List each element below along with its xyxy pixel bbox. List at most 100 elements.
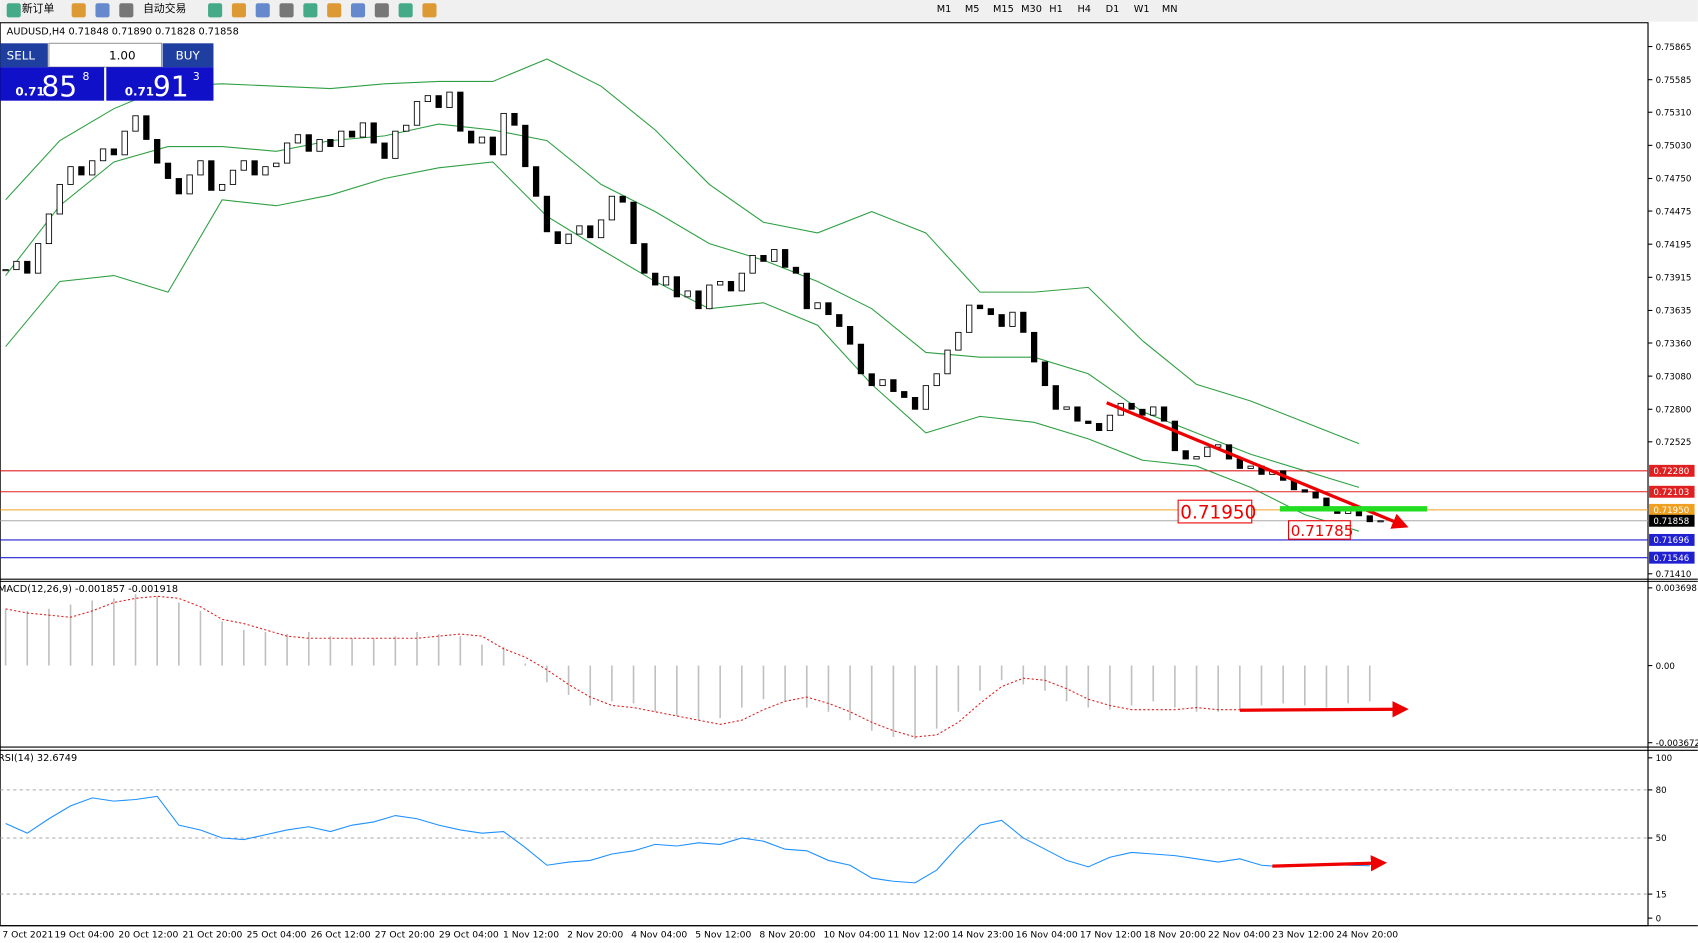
candle [630, 201, 637, 245]
buy-prefix: 0.71 [125, 84, 154, 98]
timeframe-button[interactable]: M15 [993, 4, 1014, 15]
toolbar-button[interactable]: 自动交易 [143, 1, 186, 15]
tool-icon[interactable] [255, 3, 270, 18]
timeframe-button[interactable]: D1 [1106, 4, 1120, 15]
candle [662, 276, 670, 286]
candle [1301, 489, 1308, 493]
candle [34, 243, 42, 274]
candle [327, 139, 334, 147]
buy-button[interactable] [162, 43, 214, 68]
sell-price-box[interactable] [0, 67, 105, 101]
tool-icon[interactable] [279, 3, 294, 18]
x-tick-label: 25 Oct 04:00 [247, 930, 307, 941]
price-level-tag [1649, 551, 1695, 564]
candle [673, 276, 680, 298]
candle [338, 130, 345, 147]
timeframe-button[interactable]: M30 [1021, 4, 1042, 15]
buy-price-box[interactable] [106, 67, 214, 101]
candle [836, 314, 843, 327]
candle [933, 373, 940, 387]
y-tick-label: 0 [1656, 914, 1662, 924]
y-tick-label: 0.75865 [1656, 43, 1692, 53]
candle [294, 134, 302, 144]
candle [240, 160, 247, 171]
candle [695, 290, 702, 310]
tool-icon[interactable] [208, 3, 223, 18]
candle [381, 142, 388, 159]
candle [489, 136, 496, 156]
candle [251, 160, 258, 176]
candle [706, 284, 713, 310]
trend-arrow [1106, 401, 1409, 529]
tool-icon[interactable] [303, 3, 318, 18]
tool-icon[interactable] [422, 3, 437, 18]
tool-icon[interactable] [6, 3, 21, 18]
buy-small: 3 [193, 70, 200, 83]
x-tick-label: 24 Nov 20:00 [1336, 930, 1398, 941]
candle [197, 160, 204, 176]
buy-label: BUY [176, 49, 201, 63]
price-level-label: 0.71950 [1653, 506, 1689, 516]
y-tick-label: 0.72525 [1656, 438, 1692, 448]
tool-icon[interactable] [71, 3, 86, 18]
x-tick-label: 23 Nov 12:00 [1272, 930, 1334, 941]
candle [208, 160, 215, 191]
rsi-arrow [1272, 855, 1388, 872]
candle [879, 379, 886, 387]
candle [597, 219, 605, 239]
price-level-tag [1649, 485, 1695, 498]
x-tick-label: 22 Nov 04:00 [1208, 930, 1270, 941]
tool-icon[interactable] [327, 3, 342, 18]
candle [1085, 420, 1092, 424]
lot-input[interactable] [48, 42, 163, 68]
candle [1074, 406, 1081, 422]
candle [522, 124, 529, 168]
x-tick-label: 7 Oct 2021 [2, 930, 53, 941]
candle [24, 260, 31, 274]
timeframe-button[interactable]: H4 [1077, 4, 1091, 15]
candle [998, 314, 1005, 327]
candle [175, 178, 182, 195]
price-level-label: 0.72280 [1653, 467, 1689, 477]
sell-button[interactable] [0, 43, 48, 68]
candle [1095, 423, 1103, 432]
candle [1150, 406, 1157, 416]
timeframe-button[interactable]: M5 [965, 4, 980, 15]
candle [901, 391, 908, 398]
y-tick-label: 0.73915 [1656, 274, 1692, 284]
toolbar-button[interactable]: 新订单 [22, 1, 55, 15]
tool-icon[interactable] [95, 3, 110, 18]
candle [370, 122, 377, 144]
candle [1106, 414, 1114, 432]
tool-icon[interactable] [350, 3, 366, 18]
price-level-tag [1649, 464, 1695, 477]
candle [413, 101, 421, 126]
tool-icon[interactable] [231, 3, 246, 18]
candle [771, 249, 778, 262]
panel-header: RSI(14) 32.6749 [0, 753, 77, 764]
candle [781, 249, 789, 268]
tool-icon[interactable] [374, 3, 389, 18]
candle [1052, 385, 1059, 410]
candle [2, 269, 9, 272]
candle [283, 142, 291, 164]
macd-signal [5, 595, 1240, 738]
candle [587, 225, 594, 239]
price-level-tag [1649, 533, 1695, 546]
tool-icon[interactable] [398, 3, 413, 18]
timeframe-button[interactable]: M1 [937, 4, 952, 15]
timeframe-button[interactable]: MN [1162, 4, 1178, 15]
candle [67, 166, 74, 185]
tool-icon[interactable] [119, 3, 134, 18]
x-tick-label: 1 Nov 12:00 [503, 930, 559, 941]
candle [652, 272, 659, 286]
x-tick-label: 10 Nov 04:00 [823, 930, 885, 941]
timeframe-button[interactable]: W1 [1134, 4, 1150, 15]
y-tick-label: 0.72800 [1656, 406, 1692, 416]
candle [738, 272, 745, 292]
x-tick-label: 8 Nov 20:00 [759, 930, 815, 941]
y-tick-label: 0.74475 [1656, 207, 1692, 217]
bollinger-upper [5, 58, 1360, 445]
timeframe-button[interactable]: H1 [1049, 4, 1063, 15]
